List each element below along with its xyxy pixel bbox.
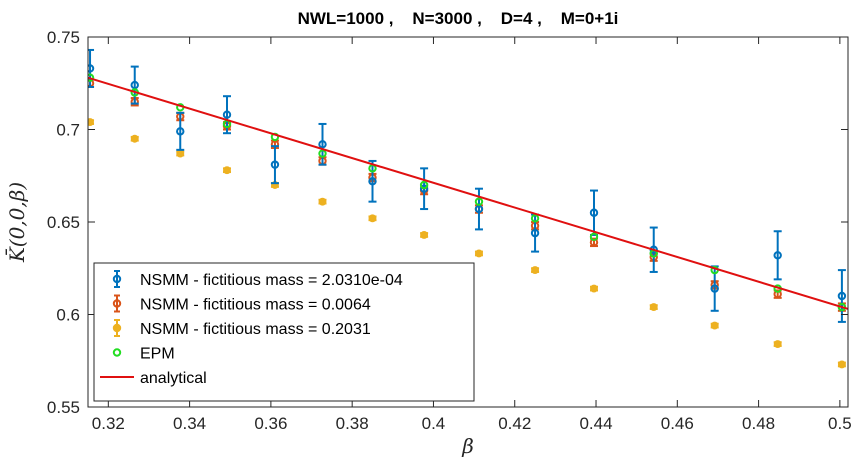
data-point: [475, 249, 483, 258]
data-point: [589, 232, 599, 242]
x-tick-label: 0.42: [498, 414, 531, 433]
legend-entry: NSMM - fictitious mass = 2.0310e-04: [112, 270, 403, 289]
data-point: [318, 140, 327, 149]
x-tick-label: 0.34: [173, 414, 206, 433]
data-point: [530, 214, 540, 223]
data-point: [530, 228, 540, 238]
x-tick-label: 0.5: [828, 414, 852, 433]
data-point: [88, 118, 94, 127]
legend-label: NSMM - fictitious mass = 0.0064: [140, 297, 371, 314]
legend-swatch-marker: [112, 348, 122, 357]
data-point: [474, 204, 484, 214]
y-tick-label: 0.55: [47, 398, 80, 417]
data-point: [531, 266, 540, 275]
data-point: [318, 149, 327, 158]
legend-swatch-marker: [112, 274, 122, 284]
data-point: [176, 127, 185, 136]
legend-entry: NSMM - fictitious mass = 0.2031: [112, 319, 371, 338]
legend-label: NSMM - fictitious mass = 2.0310e-04: [140, 272, 403, 289]
chart-title: NWL=1000 , N=3000 , D=4 , M=0+1i: [298, 9, 619, 28]
data-point: [88, 64, 95, 73]
data-point: [88, 73, 95, 82]
series-4: [88, 76, 848, 310]
data-point: [710, 284, 719, 293]
legend-entry: NSMM - fictitious mass = 0.0064: [112, 294, 371, 314]
data-point: [318, 197, 327, 206]
x-axis-label: β: [461, 434, 474, 458]
data-point: [773, 251, 782, 260]
legend-label: NSMM - fictitious mass = 0.2031: [140, 321, 371, 338]
data-point: [368, 214, 377, 223]
data-point: [270, 160, 280, 169]
x-tick-label: 0.46: [661, 414, 694, 433]
data-point: [474, 197, 484, 206]
x-tick-label: 0.38: [336, 414, 369, 433]
data-point: [590, 284, 598, 293]
data-point: [710, 321, 719, 330]
data-point: [368, 177, 377, 186]
legend: NSMM - fictitious mass = 2.0310e-04 NSMM …: [93, 262, 475, 402]
x-tick-label: 0.36: [254, 414, 287, 433]
data-point: [837, 360, 846, 369]
y-tick-label: 0.65: [47, 213, 80, 232]
series-2: [88, 118, 846, 369]
y-axis-label: K̄(0,0,β): [4, 182, 29, 263]
legend-entry: EPM: [112, 346, 175, 363]
data-point: [837, 291, 847, 301]
data-point: [773, 340, 782, 349]
analytical-line: [88, 76, 848, 310]
data-point: [130, 134, 139, 143]
x-tick-label: 0.32: [92, 414, 125, 433]
legend-label: analytical: [140, 370, 207, 387]
data-point: [589, 208, 599, 217]
y-tick-label: 0.6: [56, 306, 80, 325]
legend-label: EPM: [140, 346, 175, 363]
data-point: [419, 180, 429, 190]
x-tick-label: 0.48: [742, 414, 775, 433]
x-tick-label: 0.44: [579, 414, 612, 433]
plot-area: [88, 48, 848, 369]
data-point: [223, 166, 231, 175]
data-point: [419, 184, 429, 193]
legend-swatch-marker: [112, 299, 122, 308]
data-point: [222, 110, 232, 119]
x-tick-label: 0.4: [422, 414, 446, 433]
series-3: [88, 73, 847, 312]
legend-swatch-marker: [112, 323, 122, 333]
axes: 0.32 0.34 0.36 0.38 0.4 0.42 0.44 0.46 0.48 0.5 0.…: [47, 28, 852, 433]
legend-box: [93, 262, 475, 402]
y-tick-label: 0.75: [47, 28, 80, 47]
data-point: [176, 149, 185, 158]
data-point: [420, 231, 429, 239]
data-point: [649, 303, 658, 312]
legend-entry: analytical: [100, 370, 207, 387]
y-tick-label: 0.7: [56, 121, 80, 140]
plot-content: [88, 48, 848, 369]
